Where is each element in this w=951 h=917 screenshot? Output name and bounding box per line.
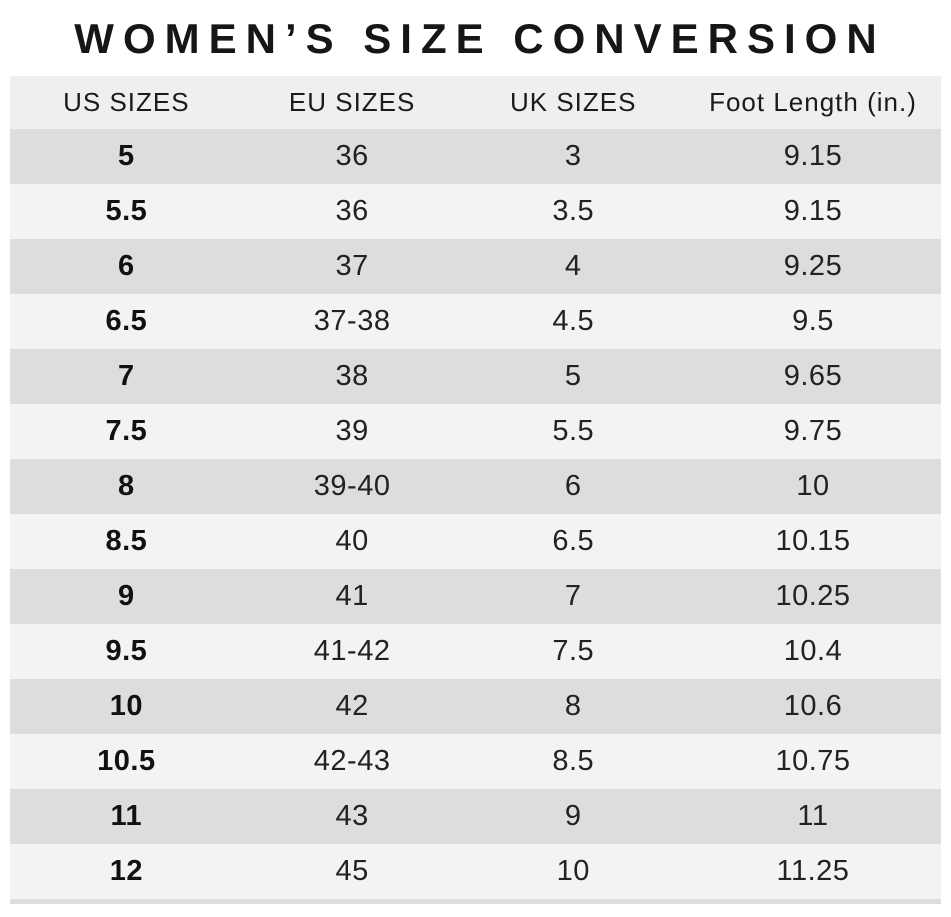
cell-eu-size: 41-42 bbox=[313, 635, 391, 667]
cell-eu-size: 42-43 bbox=[313, 745, 391, 777]
cell-uk-size: 7.5 bbox=[552, 635, 595, 667]
cell-uk-size: 8.5 bbox=[552, 745, 595, 777]
cell-foot-length: 9.5 bbox=[792, 305, 834, 337]
cell-uk-size: 4.5 bbox=[552, 305, 595, 337]
table-row: 9 41 7 10.25 bbox=[10, 569, 941, 624]
cell-foot-length: 10.15 bbox=[775, 525, 851, 557]
cell-uk-size: 6 bbox=[564, 470, 582, 502]
cell-us-size: 5.5 bbox=[105, 195, 148, 227]
table-row: 8 39-40 6 10 bbox=[10, 459, 941, 514]
table-row: 7 38 5 9.65 bbox=[10, 349, 941, 404]
cell-foot-length: 10.6 bbox=[783, 690, 843, 722]
cell-uk-size: 10 bbox=[556, 855, 590, 887]
cell-us-size: 10.5 bbox=[97, 745, 156, 777]
header-eu-sizes: EU SIZES bbox=[288, 87, 416, 117]
cell-us-size: 7.5 bbox=[105, 415, 148, 447]
cell-eu-size: 38 bbox=[335, 360, 369, 392]
cell-uk-size: 4 bbox=[564, 250, 582, 282]
cell-uk-size: 9 bbox=[564, 800, 582, 832]
table-row: 5 36 3 9.15 bbox=[10, 129, 941, 184]
cell-us-size: 7 bbox=[118, 360, 135, 392]
cell-uk-size: 6.5 bbox=[552, 525, 595, 557]
table-row: 9.5 41-42 7.5 10.4 bbox=[10, 624, 941, 679]
table-row: 6 37 4 9.25 bbox=[10, 239, 941, 294]
cell-us-size: 11 bbox=[110, 800, 143, 832]
cell-eu-size: 39 bbox=[335, 415, 369, 447]
header-uk-sizes: UK SIZES bbox=[510, 87, 637, 117]
cell-us-size: 12 bbox=[109, 855, 143, 887]
cell-eu-size: 42 bbox=[335, 690, 369, 722]
cell-foot-length: 9.25 bbox=[783, 250, 843, 282]
cell-foot-length: 11 bbox=[797, 800, 829, 832]
cell-eu-size: 36 bbox=[335, 195, 369, 227]
table-row: 10 42 8 10.6 bbox=[10, 679, 941, 734]
cell-foot-length: 11.25 bbox=[776, 855, 850, 887]
cell-us-size: 8 bbox=[118, 470, 135, 502]
cell-eu-size: 37 bbox=[335, 250, 369, 282]
table-row: 11 43 9 11 bbox=[10, 789, 941, 844]
cell-foot-length: 10 bbox=[796, 470, 830, 502]
cell-eu-size: 43 bbox=[335, 800, 369, 832]
header-us-sizes: US SIZES bbox=[63, 87, 190, 117]
cell-uk-size: 5 bbox=[564, 360, 582, 392]
table-row-partial-cutoff bbox=[10, 899, 941, 904]
cell-eu-size: 41 bbox=[335, 580, 369, 612]
table-header-row: US SIZES EU SIZES UK SIZES Foot Length (… bbox=[10, 76, 941, 129]
table-row: 8.5 40 6.5 10.15 bbox=[10, 514, 941, 569]
cell-us-size: 9 bbox=[118, 580, 135, 612]
cell-us-size: 6.5 bbox=[105, 305, 148, 337]
cell-us-size: 8.5 bbox=[105, 525, 148, 557]
cell-us-size: 5 bbox=[118, 140, 135, 172]
cell-foot-length: 10.4 bbox=[783, 635, 843, 667]
cell-uk-size: 3 bbox=[564, 140, 582, 172]
cell-uk-size: 7 bbox=[564, 580, 582, 612]
cell-foot-length: 9.75 bbox=[783, 415, 843, 447]
cell-uk-size: 5.5 bbox=[552, 415, 595, 447]
page-title: WOMEN’S SIZE CONVERSION bbox=[74, 15, 886, 62]
cell-foot-length: 9.15 bbox=[783, 195, 843, 227]
cell-eu-size: 45 bbox=[335, 855, 369, 887]
cell-us-size: 6 bbox=[118, 250, 135, 282]
cell-uk-size: 3.5 bbox=[552, 195, 595, 227]
cell-us-size: 9.5 bbox=[105, 635, 148, 667]
table-row: 5.5 36 3.5 9.15 bbox=[10, 184, 941, 239]
cell-uk-size: 8 bbox=[564, 690, 582, 722]
cell-foot-length: 9.15 bbox=[783, 140, 843, 172]
table-row: 10.5 42-43 8.5 10.75 bbox=[10, 734, 941, 789]
cell-foot-length: 10.75 bbox=[775, 745, 851, 777]
table-row: 6.5 37-38 4.5 9.5 bbox=[10, 294, 941, 349]
cell-us-size: 10 bbox=[109, 690, 143, 722]
table-row: 7.5 39 5.5 9.75 bbox=[10, 404, 941, 459]
size-conversion-table: US SIZES EU SIZES UK SIZES Foot Length (… bbox=[10, 76, 941, 904]
table-row: 12 45 10 11.25 bbox=[10, 844, 941, 899]
cell-eu-size: 39-40 bbox=[313, 470, 391, 502]
cell-eu-size: 37-38 bbox=[313, 305, 391, 337]
cell-foot-length: 10.25 bbox=[775, 580, 851, 612]
cell-eu-size: 36 bbox=[335, 140, 369, 172]
cell-foot-length: 9.65 bbox=[783, 360, 843, 392]
table-body: 5 36 3 9.15 5.5 36 3.5 9.15 6 37 4 9.25 6.5 37-38 4.5 9… bbox=[10, 129, 941, 899]
cell-eu-size: 40 bbox=[335, 525, 369, 557]
header-foot-length: Foot Length (in.) bbox=[709, 87, 917, 117]
